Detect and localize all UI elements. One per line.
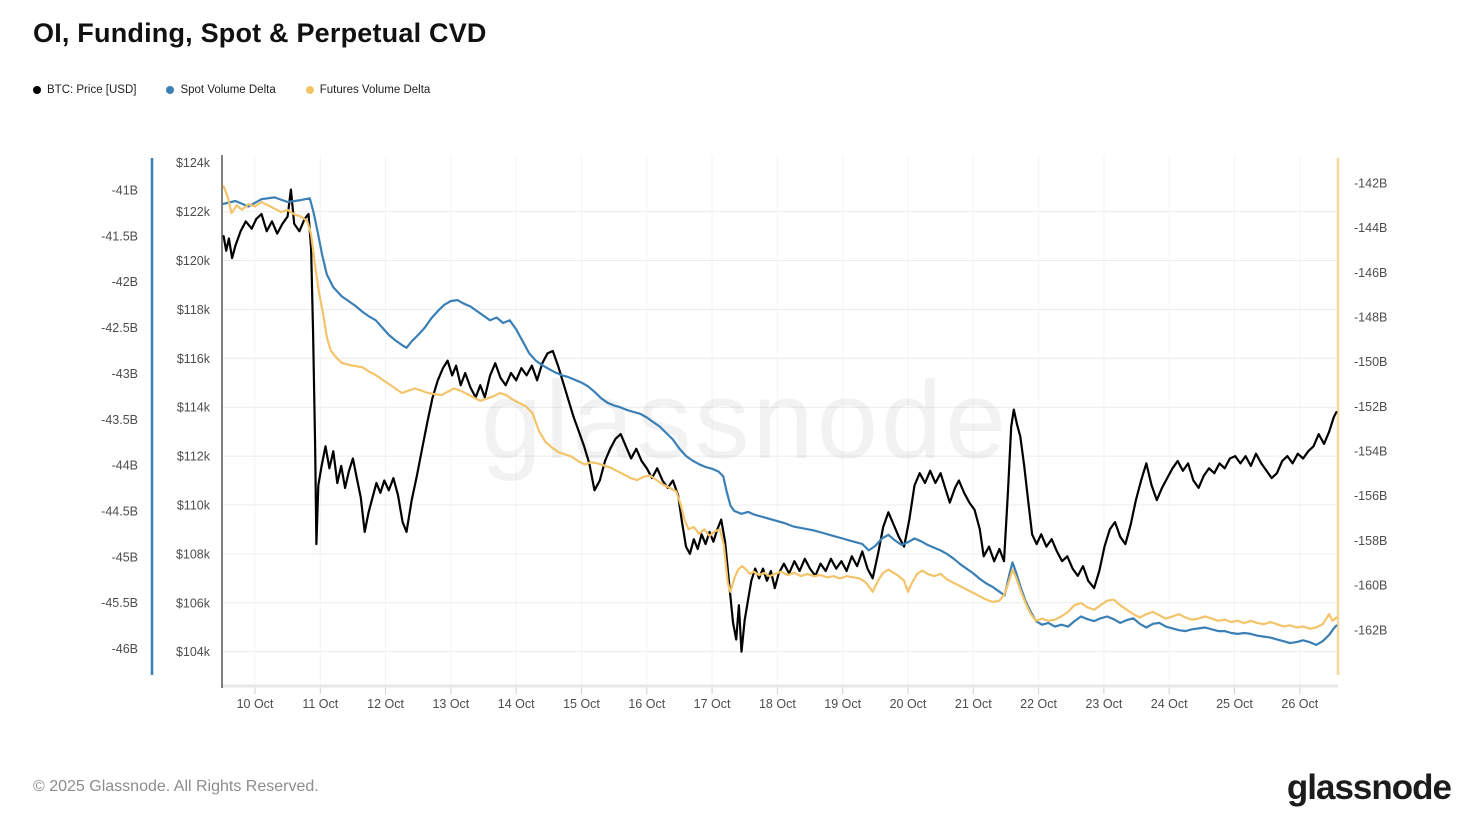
legend-item-spot-volume-delta[interactable]: Spot Volume Delta — [166, 84, 276, 96]
price-axis-label: $114k — [177, 401, 211, 415]
price-axis-label: $104k — [176, 645, 211, 659]
price-axis-label: $120k — [176, 254, 211, 268]
futures-axis-label: -158B — [1354, 534, 1387, 548]
spot-axis-label: -45.5B — [101, 596, 138, 610]
btc-price-swatch-icon — [33, 86, 41, 94]
x-axis-label: 25 Oct — [1216, 697, 1253, 711]
price-axis-label: $122k — [176, 205, 211, 219]
futures-axis-label: -156B — [1354, 489, 1387, 503]
legend-label: Futures Volume Delta — [319, 84, 431, 96]
x-axis-label: 13 Oct — [432, 697, 469, 711]
x-axis-label: 22 Oct — [1020, 697, 1057, 711]
glassnode-logo: glassnode — [1286, 768, 1452, 807]
copyright-text: © 2025 Glassnode. All Rights Reserved. — [33, 778, 319, 795]
spot-axis-label: -41B — [112, 184, 138, 198]
spot-axis-label: -45B — [112, 550, 138, 564]
btc-price-usd--series — [222, 188, 1338, 653]
glassnode-watermark: glassnode — [481, 359, 1010, 482]
price-axis-label: $112k — [177, 450, 211, 464]
spot-axis-label: -42.5B — [101, 321, 138, 335]
futures-axis-label: -146B — [1354, 266, 1387, 280]
futures-axis-label: -154B — [1354, 445, 1387, 459]
spot-axis-label: -46B — [112, 642, 138, 656]
futures-axis-label: -144B — [1354, 221, 1387, 235]
price-axis-label: $118k — [177, 303, 211, 317]
spot-volume-delta-swatch-icon — [166, 86, 175, 94]
futures-axis-label: -162B — [1354, 623, 1387, 637]
legend-item-futures-volume-delta[interactable]: Futures Volume Delta — [305, 84, 431, 96]
x-axis-label: 15 Oct — [563, 697, 600, 711]
x-axis-label: 21 Oct — [955, 697, 992, 711]
x-axis-label: 23 Oct — [1085, 697, 1122, 711]
page-title: OI, Funding, Spot & Perpetual CVD — [33, 18, 487, 48]
x-axis-label: 19 Oct — [824, 697, 861, 711]
spot-axis-label: -43B — [112, 367, 138, 381]
x-axis-label: 10 Oct — [237, 697, 274, 711]
spot-axis-label: -44B — [112, 459, 138, 473]
spot-volume-delta-series — [222, 196, 1338, 647]
x-axis-label: 14 Oct — [498, 697, 535, 711]
x-axis-label: 11 Oct — [302, 697, 338, 711]
spot-axis-label: -43.5B — [101, 413, 138, 427]
x-axis-label: 18 Oct — [759, 697, 796, 711]
futures-axis-label: -142B — [1354, 176, 1387, 190]
futures-axis-label: -152B — [1354, 400, 1387, 414]
chart-legend: BTC: Price [USD] Spot Volume Delta Futur… — [33, 84, 430, 96]
futures-volume-delta-series — [222, 185, 1338, 630]
x-axis-label: 12 Oct — [367, 697, 404, 711]
legend-label: BTC: Price [USD] — [47, 84, 137, 96]
futures-axis-label: -150B — [1354, 355, 1387, 369]
plot-area[interactable] — [222, 155, 1338, 688]
futures-axis-label: -160B — [1354, 579, 1387, 593]
price-axis-label: $106k — [176, 596, 211, 610]
spot-axis-label: -41.5B — [101, 229, 138, 243]
x-axis-label: 17 Oct — [694, 697, 731, 711]
spot-axis-label: -44.5B — [101, 505, 138, 519]
x-axis-label: 24 Oct — [1151, 697, 1188, 711]
legend-item-btc-price[interactable]: BTC: Price [USD] — [33, 84, 136, 96]
x-axis-label: 16 Oct — [628, 697, 665, 711]
price-axis-label: $108k — [176, 547, 211, 561]
x-axis-label: 20 Oct — [890, 697, 927, 711]
price-axis-label: $110k — [177, 498, 211, 512]
x-axis-label: 26 Oct — [1281, 697, 1318, 711]
spot-axis-label: -42B — [112, 275, 138, 289]
futures-axis-label: -148B — [1354, 311, 1387, 325]
futures-volume-delta-swatch-icon — [305, 86, 314, 94]
price-axis-label: $124k — [176, 156, 211, 170]
legend-label: Spot Volume Delta — [180, 84, 276, 96]
price-axis-label: $116k — [177, 352, 211, 366]
